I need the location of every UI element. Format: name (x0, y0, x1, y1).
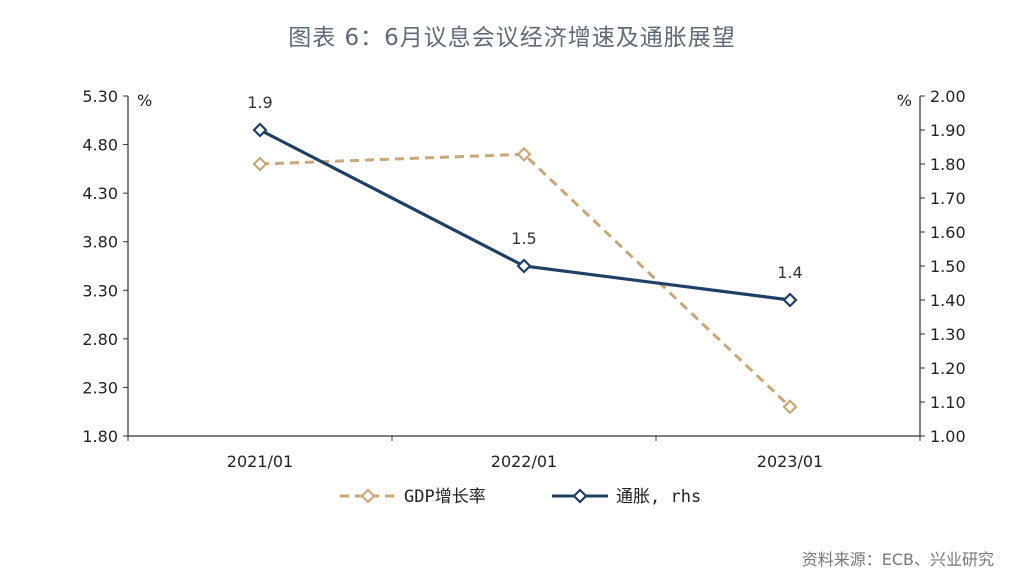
right-tick-label: 1.00 (930, 427, 966, 446)
left-tick-label: 2.80 (82, 330, 118, 349)
chart-title: 图表 6：6月议息会议经济增速及通胀展望 (288, 25, 736, 51)
series-marker-inflation (782, 292, 798, 308)
series-layer (252, 122, 798, 415)
data-label: 1.4 (777, 263, 802, 282)
left-axis-ticks: 1.80 2.30 2.80 3.30 3.80 4.30 4.80 5.30% (82, 87, 152, 446)
right-tick-label: 1.60 (930, 223, 966, 242)
left-tick-label: 4.30 (82, 184, 118, 203)
legend-marker-inflation (572, 488, 588, 504)
left-axis-unit: % (137, 91, 152, 110)
x-tick-label: 2023/01 (757, 452, 823, 471)
series-marker-gdp (516, 146, 532, 162)
right-tick-label: 1.50 (930, 257, 966, 276)
legend: GDP增长率 通胀, rhs (340, 487, 701, 507)
data-label: 1.5 (511, 229, 536, 248)
source-note: 资料来源：ECB、兴业研究 (801, 550, 994, 569)
series-marker-inflation (252, 122, 268, 138)
legend-label-inflation: 通胀, rhs (616, 487, 701, 507)
right-tick-label: 1.40 (930, 291, 966, 310)
x-tick-label: 2021/01 (227, 452, 293, 471)
x-axis-ticks: 2021/01 2022/01 2023/01 (127, 436, 921, 471)
data-labels: 1.9 1.5 1.4 (247, 93, 802, 282)
legend-marker-gdp (360, 488, 376, 504)
series-marker-inflation (516, 258, 532, 274)
left-tick-label: 2.30 (82, 378, 118, 397)
left-tick-label: 3.80 (82, 233, 118, 252)
series-line-gdp (259, 152, 792, 408)
left-tick-label: 4.80 (82, 136, 118, 155)
right-tick-label: 1.70 (930, 189, 966, 208)
series-marker-gdp (252, 156, 268, 172)
right-tick-label: 1.20 (930, 359, 966, 378)
right-tick-label: 1.90 (930, 121, 966, 140)
right-tick-label: 1.80 (930, 155, 966, 174)
right-tick-label: 1.10 (930, 393, 966, 412)
right-tick-label: 2.00 (930, 87, 966, 106)
x-tick-label: 2022/01 (491, 452, 557, 471)
series-marker-gdp (782, 399, 798, 415)
left-tick-label: 1.80 (82, 427, 118, 446)
legend-label-gdp: GDP增长率 (404, 487, 486, 507)
left-tick-label: 3.30 (82, 281, 118, 300)
right-tick-label: 1.30 (930, 325, 966, 344)
right-axis-ticks: 1.00 1.10 1.20 1.30 1.40 1.50 1.60 1.70 1.80 1.90… (897, 87, 966, 446)
right-axis-unit: % (897, 91, 912, 110)
left-tick-label: 5.30 (82, 87, 118, 106)
data-label: 1.9 (247, 93, 272, 112)
